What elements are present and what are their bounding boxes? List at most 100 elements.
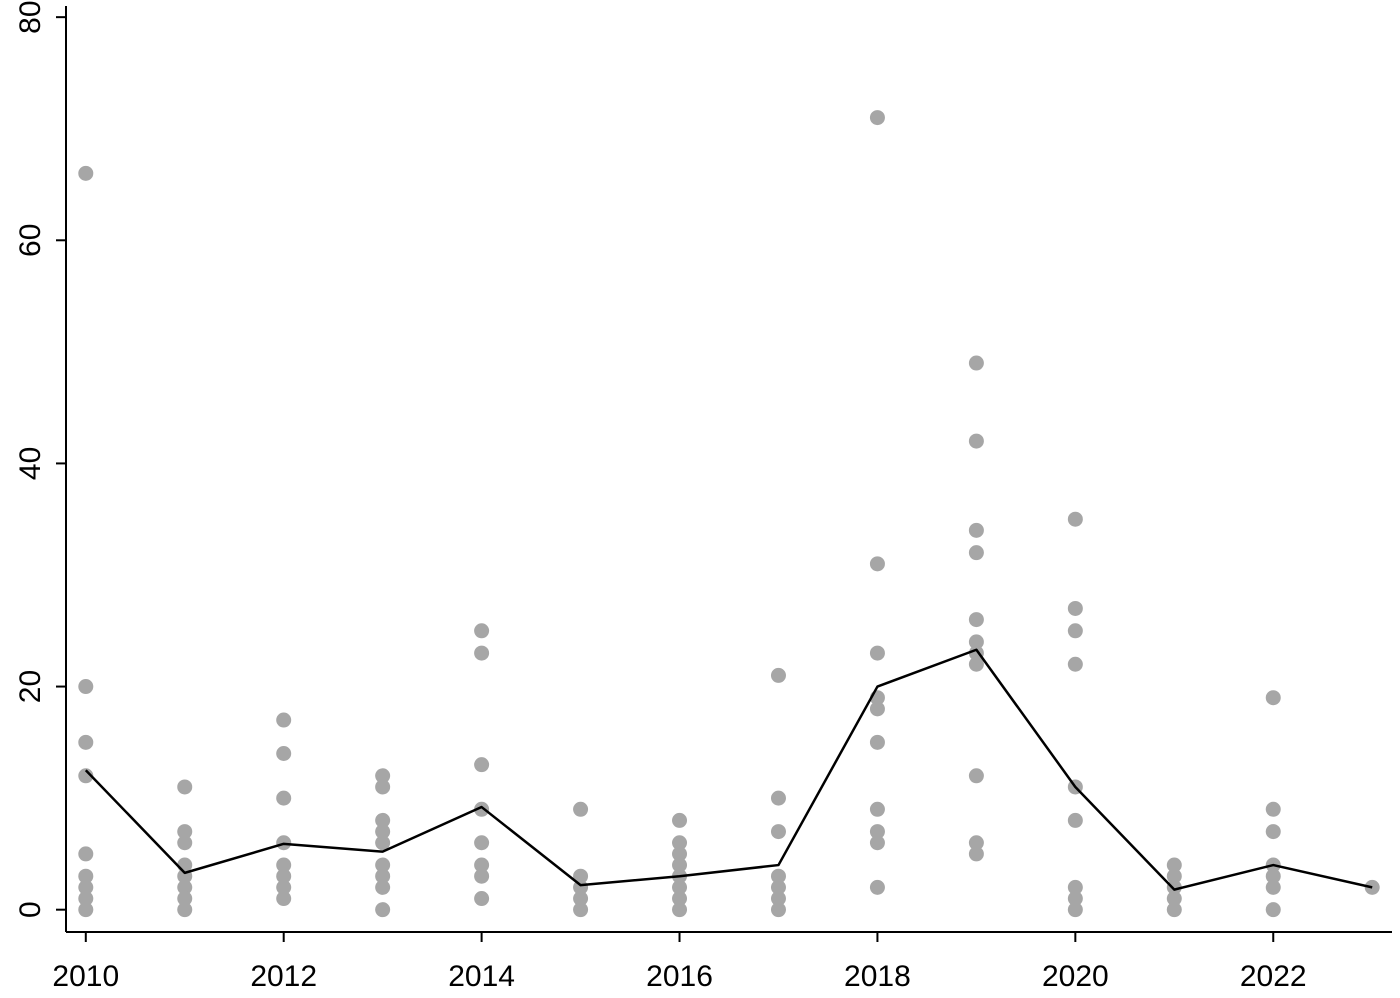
data-point xyxy=(1166,902,1182,918)
data-point xyxy=(177,779,193,795)
data-point xyxy=(78,846,94,862)
axes: 0 20 40 60 80 2010 2012 2014 2016 2018 2020 2022 xyxy=(14,0,1392,993)
data-point xyxy=(968,612,984,628)
data-point xyxy=(968,433,984,449)
data-point xyxy=(177,891,193,907)
x-tick-label: 2022 xyxy=(1240,960,1307,993)
data-point xyxy=(375,868,391,884)
data-point xyxy=(474,891,490,907)
data-point xyxy=(474,801,490,817)
data-point xyxy=(1067,623,1083,639)
data-point xyxy=(78,902,94,918)
data-point xyxy=(869,645,885,661)
data-point xyxy=(375,902,391,918)
data-point xyxy=(1166,891,1182,907)
data-point xyxy=(869,835,885,851)
y-tick-label: 60 xyxy=(14,224,47,257)
data-point xyxy=(375,779,391,795)
data-point xyxy=(78,679,94,695)
data-point xyxy=(869,879,885,895)
data-point xyxy=(968,846,984,862)
x-tick-label: 2018 xyxy=(844,960,911,993)
data-points xyxy=(78,110,1380,918)
y-tick-label: 40 xyxy=(14,447,47,480)
data-point xyxy=(177,879,193,895)
x-tick-label: 2016 xyxy=(646,960,713,993)
data-point xyxy=(672,879,688,895)
data-point xyxy=(672,812,688,828)
data-point xyxy=(1166,879,1182,895)
data-point xyxy=(573,891,589,907)
data-point xyxy=(1067,902,1083,918)
data-point xyxy=(1265,868,1281,884)
data-point xyxy=(968,522,984,538)
data-point xyxy=(375,857,391,873)
data-point xyxy=(869,801,885,817)
data-point xyxy=(375,812,391,828)
data-point xyxy=(1067,600,1083,616)
data-point xyxy=(474,868,490,884)
data-point xyxy=(672,902,688,918)
data-point xyxy=(968,656,984,672)
data-point xyxy=(276,712,292,728)
data-point xyxy=(375,879,391,895)
data-point xyxy=(573,868,589,884)
data-point xyxy=(177,835,193,851)
x-tick-label: 2012 xyxy=(250,960,317,993)
data-point xyxy=(78,891,94,907)
data-point xyxy=(78,165,94,181)
data-point xyxy=(474,645,490,661)
data-point xyxy=(968,355,984,371)
data-point xyxy=(276,745,292,761)
data-point xyxy=(276,790,292,806)
data-point xyxy=(177,902,193,918)
data-point xyxy=(474,623,490,639)
x-tick-label: 2010 xyxy=(52,960,119,993)
data-point xyxy=(375,768,391,784)
data-point xyxy=(672,891,688,907)
data-point xyxy=(770,790,786,806)
data-point xyxy=(869,701,885,717)
data-point xyxy=(375,824,391,840)
y-tick-label: 80 xyxy=(14,0,47,33)
data-point xyxy=(78,734,94,750)
data-point xyxy=(770,891,786,907)
data-point xyxy=(474,757,490,773)
data-point xyxy=(1265,690,1281,706)
data-point xyxy=(78,768,94,784)
data-point xyxy=(276,857,292,873)
data-point xyxy=(1067,879,1083,895)
data-point xyxy=(672,846,688,862)
data-point xyxy=(672,857,688,873)
mean-line xyxy=(84,648,1373,891)
data-point xyxy=(1265,879,1281,895)
data-point xyxy=(968,545,984,561)
data-point xyxy=(78,879,94,895)
data-point xyxy=(1067,656,1083,672)
data-point xyxy=(78,868,94,884)
data-point xyxy=(1265,824,1281,840)
data-point xyxy=(1166,857,1182,873)
data-point xyxy=(770,868,786,884)
mean-line-path xyxy=(84,648,1373,891)
data-point xyxy=(770,667,786,683)
y-tick-label: 0 xyxy=(14,901,47,918)
data-point xyxy=(1067,511,1083,527)
data-point xyxy=(375,835,391,851)
data-point xyxy=(177,824,193,840)
data-point xyxy=(474,835,490,851)
x-tick-label: 2020 xyxy=(1042,960,1109,993)
data-point xyxy=(276,879,292,895)
data-point xyxy=(968,634,984,650)
data-point xyxy=(276,891,292,907)
data-point xyxy=(869,110,885,126)
data-point xyxy=(276,868,292,884)
data-point xyxy=(869,734,885,750)
data-point xyxy=(573,902,589,918)
data-point xyxy=(968,768,984,784)
data-point xyxy=(573,801,589,817)
x-tick-label: 2014 xyxy=(448,960,515,993)
y-tick-label: 20 xyxy=(14,670,47,703)
data-point xyxy=(1166,868,1182,884)
